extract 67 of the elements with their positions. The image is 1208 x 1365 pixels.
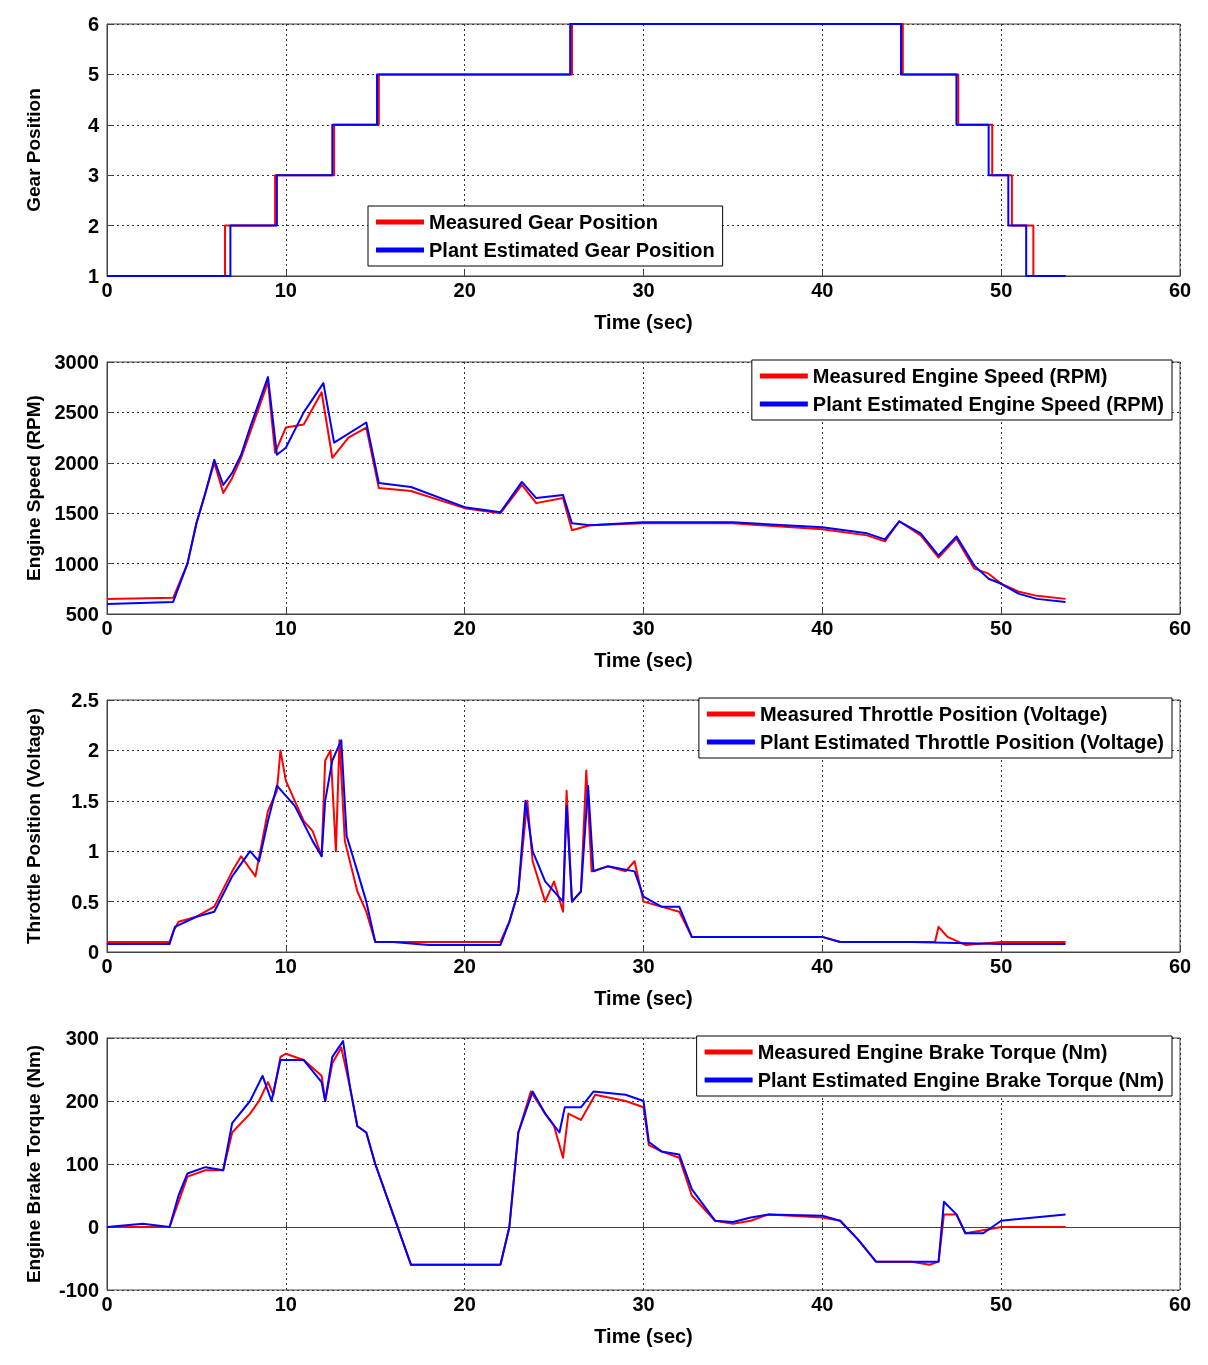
legend-label: Measured Gear Position [429,211,658,233]
x-tick-label: 50 [990,279,1013,301]
x-axis-title: Time (sec) [594,649,693,671]
legend-label: Measured Engine Speed (RPM) [812,365,1108,387]
legend-label: Plant Estimated Gear Position [429,239,715,261]
y-tick-label: 0 [87,1216,99,1238]
y-tick-label: 2500 [54,401,99,424]
y-tick-label: 0 [87,941,99,963]
y-axis-title: Gear Position [23,88,44,212]
y-tick-label: 100 [65,1153,99,1175]
x-tick-label: 20 [453,955,476,977]
y-tick-label: 3 [87,164,99,187]
x-tick-label: 30 [632,1293,655,1315]
x-tick-label: 30 [632,279,655,301]
y-tick-label: 2000 [54,451,99,474]
x-tick-label: 10 [274,279,297,301]
y-tick-label: 1000 [54,552,99,575]
x-tick-label: 40 [811,955,834,977]
y-axis-title: Throttle Position (Voltage) [23,707,44,945]
x-tick-label: 0 [101,1293,113,1315]
x-tick-label: 60 [1168,955,1192,977]
y-tick-label: 500 [65,603,99,625]
y-tick-label: 1 [87,265,99,287]
y-tick-label: 4 [87,113,100,136]
x-tick-label: 30 [632,617,655,639]
y-axis-title: Engine Speed (RPM) [23,395,44,581]
x-tick-label: 20 [453,1293,476,1315]
y-tick-label: 1.5 [71,789,99,812]
x-tick-label: 10 [274,1293,297,1315]
x-tick-label: 60 [1168,617,1192,639]
y-tick-label: 2 [87,214,99,237]
legend-label: Plant Estimated Throttle Position (Voltage) [759,731,1165,753]
legend-label: Plant Estimated Engine Speed (RPM) [812,393,1165,415]
x-tick-label: 20 [453,617,476,639]
legend-label: Measured Engine Brake Torque (Nm) [757,1041,1108,1063]
x-tick-label: 40 [811,279,834,301]
x-tick-label: 50 [990,1293,1013,1315]
y-tick-label: 0.5 [71,890,99,913]
x-axis-title: Time (sec) [594,311,693,333]
x-tick-label: 0 [101,617,113,639]
x-tick-label: 10 [274,617,297,639]
y-tick-label: 3000 [54,351,99,373]
x-tick-label: 40 [811,1293,834,1315]
x-tick-label: 40 [811,617,834,639]
x-axis-title: Time (sec) [594,987,693,1009]
legend-label: Plant Estimated Engine Brake Torque (Nm) [757,1069,1165,1091]
y-tick-label: 200 [65,1090,99,1112]
x-tick-label: 10 [274,955,297,977]
y-tick-label: 1500 [54,502,99,525]
y-tick-label: 2 [87,739,99,762]
y-tick-label: 5 [87,63,99,86]
y-tick-label: 1 [87,840,99,863]
legend-label: Measured Throttle Position (Voltage) [759,703,1108,725]
x-tick-label: 0 [101,955,113,977]
y-tick-label: 300 [65,1027,99,1049]
x-tick-label: 50 [990,617,1013,639]
y-tick-label: -100 [58,1279,99,1301]
x-tick-label: 60 [1168,1293,1192,1315]
y-axis-title: Engine Brake Torque (Nm) [23,1044,44,1284]
x-tick-label: 60 [1168,279,1192,301]
x-tick-label: 30 [632,955,655,977]
x-axis-title: Time (sec) [594,1325,693,1347]
y-tick-label: 2.5 [71,689,99,711]
y-tick-label: 6 [87,13,99,35]
x-tick-label: 20 [453,279,476,301]
x-tick-label: 0 [101,279,113,301]
x-tick-label: 50 [990,955,1013,977]
